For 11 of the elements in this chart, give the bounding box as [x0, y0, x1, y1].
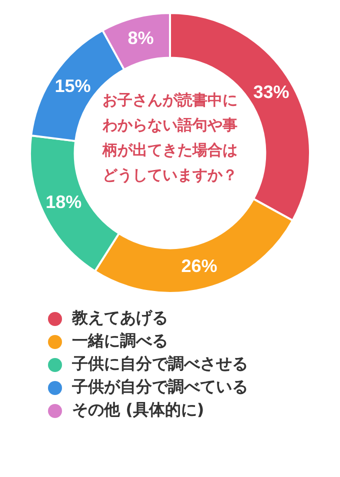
data-label: 26% — [181, 256, 218, 276]
data-label: 15% — [54, 76, 91, 96]
legend-label: 子供に自分で調べさせる — [72, 354, 248, 375]
data-label: 8% — [128, 28, 154, 48]
legend-label: 教えてあげる — [72, 308, 168, 329]
legend-label: 子供が自分で調べている — [72, 377, 248, 398]
legend-label: 一緒に調べる — [72, 331, 168, 352]
data-label: 33% — [253, 82, 290, 102]
text: お子さんが読書中にわからない語句や事柄が出てきた場合はどうしていますか？ — [101, 90, 238, 186]
legend-label: その他 (具体的に) — [72, 400, 204, 421]
data-label: 18% — [46, 192, 82, 212]
